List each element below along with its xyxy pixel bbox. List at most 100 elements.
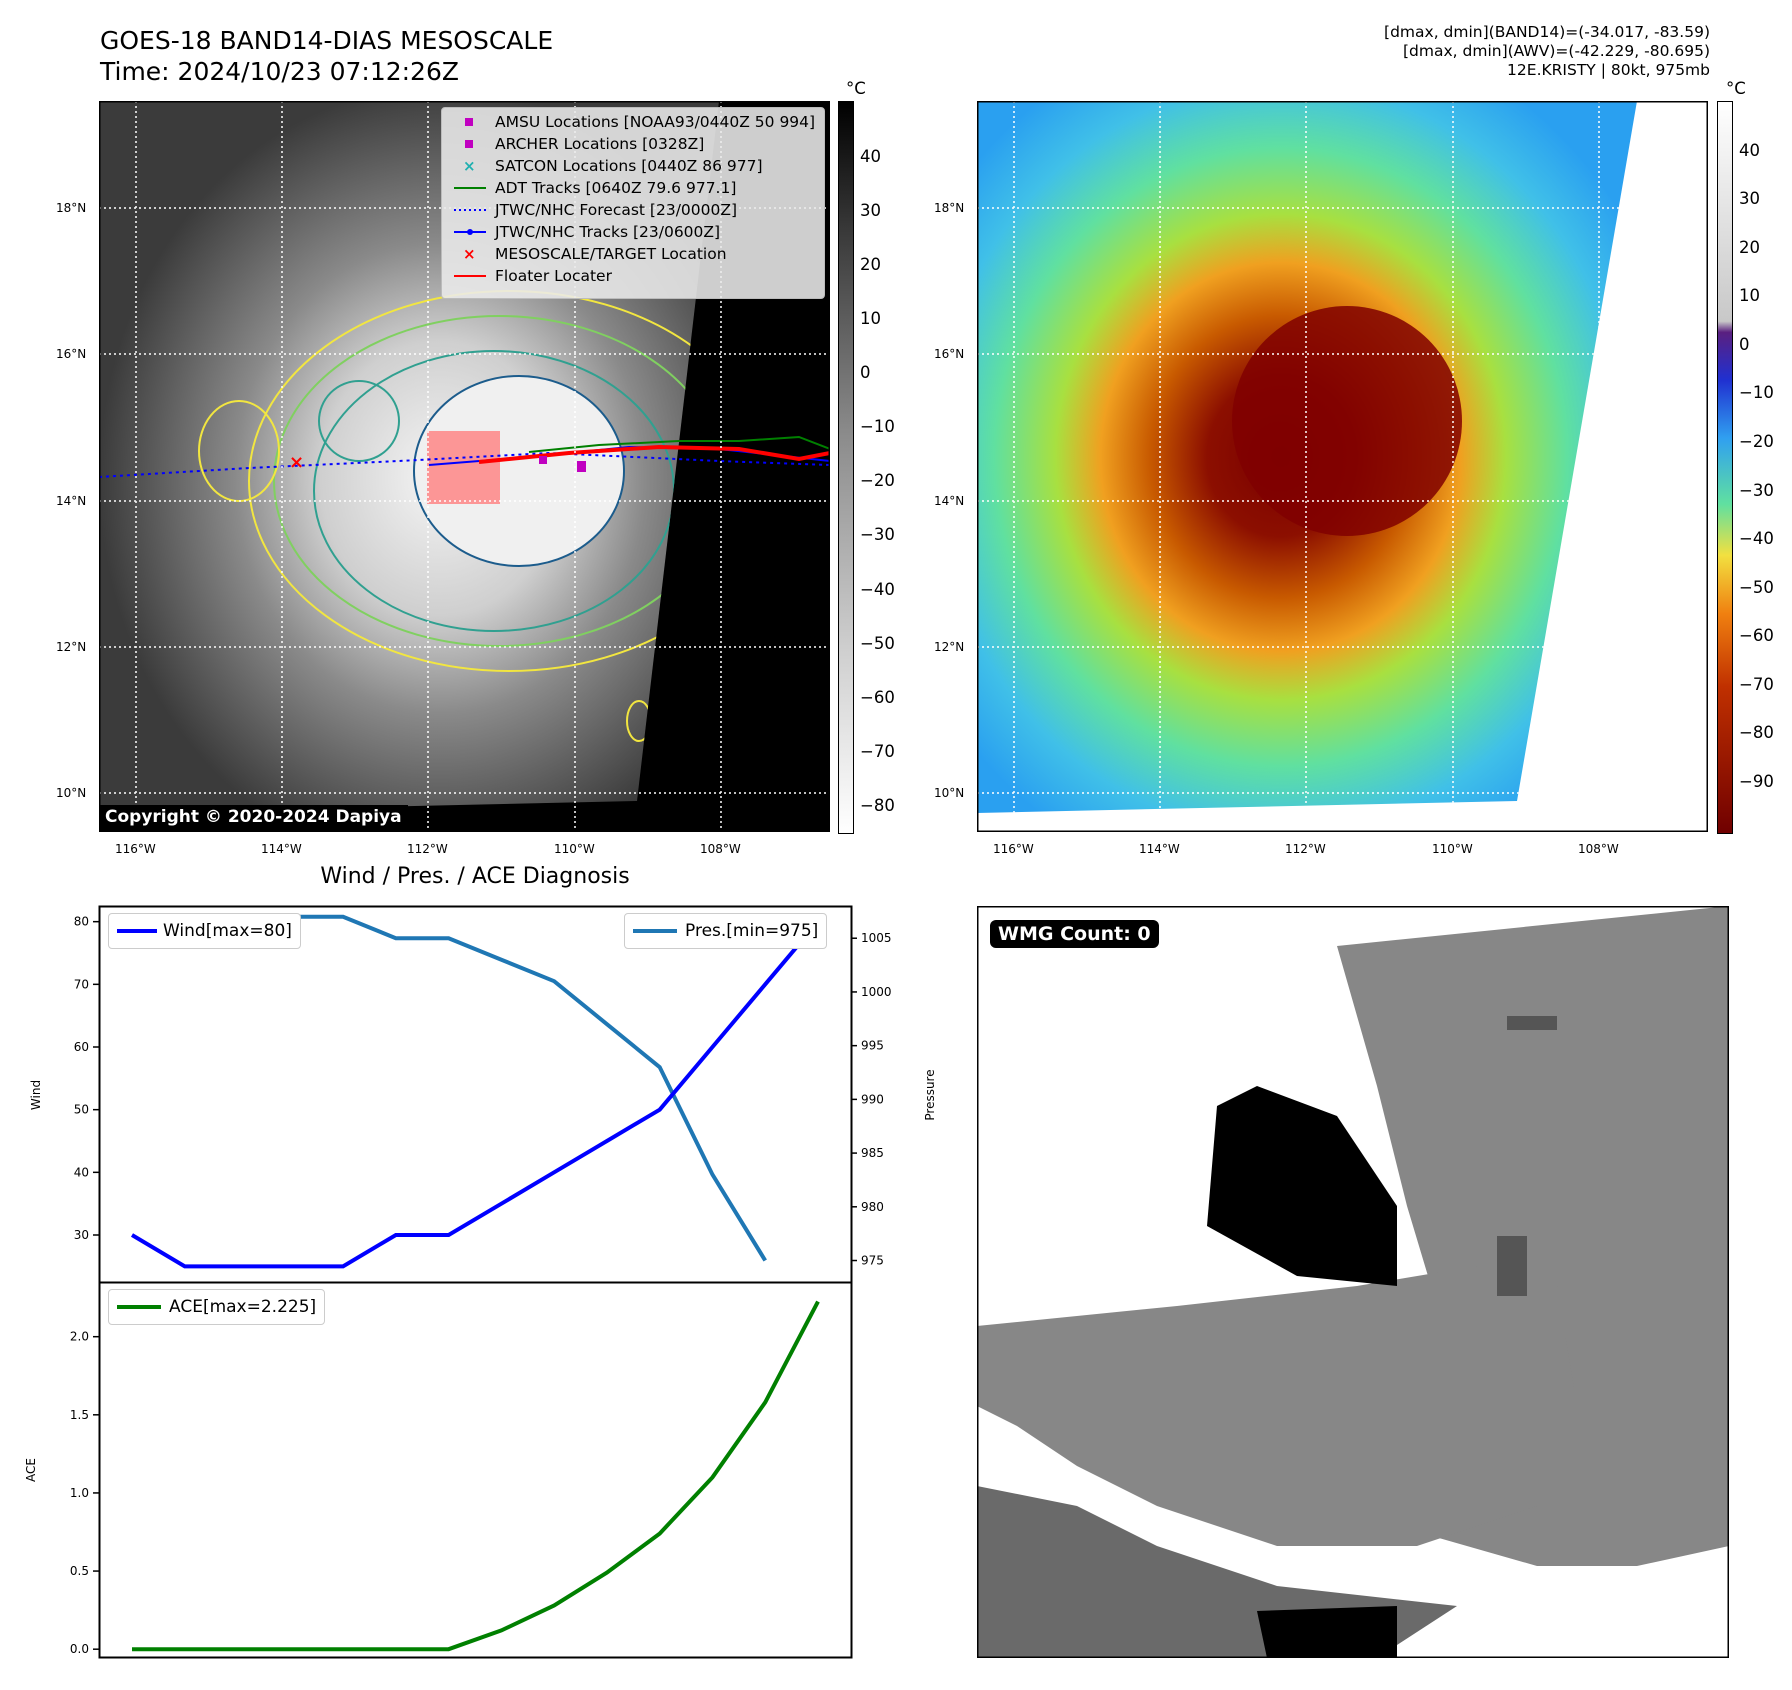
pressure-legend-label: Pres.[min=975] <box>685 921 819 941</box>
right-cb-tick-11: −70 <box>1739 675 1774 694</box>
legend-item-satcon: × SATCON Locations [0440Z 86 977] <box>442 155 822 177</box>
pres-ticks-label-4: 985 <box>861 1146 884 1160</box>
right-cb-tick-3: 10 <box>1739 286 1760 305</box>
right-cb-tick-13: −90 <box>1739 772 1774 791</box>
right-cb-tick-1: 30 <box>1739 189 1760 208</box>
wmg-count-badge: WMG Count: 0 <box>990 920 1159 948</box>
left-cb-tick-0: 40 <box>860 147 881 166</box>
left-cb-tick-2: 20 <box>860 255 881 274</box>
right-cb-tick-9: −50 <box>1739 578 1774 597</box>
right-cb-tick-7: −30 <box>1739 481 1774 500</box>
right-lon-label-114: 114°W <box>1139 842 1180 856</box>
legend-item-forecast: JTWC/NHC Forecast [23/0000Z] <box>442 199 822 221</box>
ace-ticks-label-4: 0.0 <box>70 1642 89 1656</box>
right-cb-tick-4: 0 <box>1739 335 1750 354</box>
left-cb-tick-12: −80 <box>860 796 895 815</box>
figure-title: GOES-18 BAND14-DIAS MESOSCALE Time: 2024… <box>100 25 553 87</box>
wind-series-line <box>130 920 820 1269</box>
wind-ticks-label-1: 70 <box>74 977 89 991</box>
legend-item-target: × MESOSCALE/TARGET Location <box>442 243 822 265</box>
pres-ticks-label-1: 1000 <box>861 985 892 999</box>
legend-label-floater: Floater Locater <box>495 267 612 285</box>
left-cb-tick-6: −20 <box>860 471 895 490</box>
left-map-panel: × AMSU Locations [NOAA93/0440Z 50 994] A… <box>98 100 831 833</box>
pres-ticks-label-5: 980 <box>861 1200 884 1214</box>
pres-ticks-label-0: 1005 <box>861 931 892 945</box>
pres-ticks-label-6: 975 <box>861 1254 884 1268</box>
info-line1: [dmax, dmin](BAND14)=(-34.017, -83.59) <box>1384 23 1710 41</box>
left-cb-tick-4: 0 <box>860 363 871 382</box>
left-colorbar <box>838 101 854 834</box>
right-lat-label-14: 14°N <box>934 494 965 508</box>
title-line2: Time: 2024/10/23 07:12:26Z <box>100 57 459 86</box>
right-cb-tick-12: −80 <box>1739 723 1774 742</box>
right-map-lon-labels: 116°W 114°W 112°W 110°W 108°W <box>977 842 1708 858</box>
legend-label-amsu: AMSU Locations [NOAA93/0440Z 50 994] <box>495 113 816 131</box>
pressure-axis-label: Pressure <box>923 1069 937 1120</box>
floater-track <box>478 444 831 464</box>
legend-label-archer: ARCHER Locations [0328Z] <box>495 135 705 153</box>
lon-label-108: 108°W <box>700 842 741 856</box>
ace-ticks-label-1: 1.5 <box>70 1408 89 1422</box>
left-map-lon-labels: 116°W 114°W 112°W 110°W 108°W <box>99 842 830 858</box>
svg-text:×: × <box>463 158 476 174</box>
right-lat-label-12: 12°N <box>934 640 965 654</box>
svg-text:×: × <box>463 246 476 262</box>
ace-axes <box>98 1281 853 1659</box>
left-colorbar-unit: °C <box>846 79 866 98</box>
lat-label-14: 14°N <box>56 494 87 508</box>
wind-axis-label: Wind <box>29 1080 43 1110</box>
lat-label-10: 10°N <box>56 786 87 800</box>
legend-item-tracks: JTWC/NHC Tracks [23/0600Z] <box>442 221 822 243</box>
wind-axis-ticks: 80 70 60 50 40 30 <box>74 915 99 1242</box>
amsu-marker <box>539 456 547 464</box>
diagnosis-title: Wind / Pres. / ACE Diagnosis <box>320 864 630 889</box>
legend-item-archer: ARCHER Locations [0328Z] <box>442 133 822 155</box>
left-cb-tick-3: 10 <box>860 309 881 328</box>
diagnosis-chart: 80 70 60 50 40 30 1005 1000 995 990 985 980 975 2.0… <box>24 905 937 1659</box>
left-map-lat-labels: 18°N 16°N 14°N 12°N 10°N <box>56 101 96 832</box>
legend-label-tracks: JTWC/NHC Tracks [23/0600Z] <box>495 223 721 241</box>
pres-ticks-label-3: 990 <box>861 1092 884 1106</box>
lon-label-114: 114°W <box>261 842 302 856</box>
ace-axis-label: ACE <box>24 1458 38 1482</box>
right-cb-tick-10: −60 <box>1739 626 1774 645</box>
right-lat-label-10: 10°N <box>934 786 965 800</box>
left-cb-tick-5: −10 <box>860 417 895 436</box>
right-cb-tick-2: 20 <box>1739 238 1760 257</box>
right-lon-label-110: 110°W <box>1432 842 1473 856</box>
right-cb-tick-8: −40 <box>1739 529 1774 548</box>
ace-legend-label: ACE[max=2.225] <box>169 1297 317 1317</box>
right-map-lat-labels: 18°N 16°N 14°N 12°N 10°N <box>934 101 974 832</box>
wmg-panel: WMG Count: 0 <box>976 905 1730 1659</box>
left-colorbar-ticks: 40 30 20 10 0 −10 −20 −30 −40 −50 −60 −7… <box>860 101 920 832</box>
right-lat-label-16: 16°N <box>934 347 965 361</box>
copyright-notice: Copyright © 2020-2024 Dapiya <box>99 805 408 829</box>
wind-ticks-label-5: 30 <box>74 1228 89 1242</box>
lon-label-110: 110°W <box>554 842 595 856</box>
right-cb-tick-5: −10 <box>1739 383 1774 402</box>
left-cb-tick-9: −50 <box>860 634 895 653</box>
right-lon-label-116: 116°W <box>993 842 1034 856</box>
pressure-series-line <box>132 914 767 1262</box>
target-marker: × <box>289 452 304 473</box>
wind-legend: Wind[max=80] <box>108 913 301 949</box>
ace-ticks-label-3: 0.5 <box>70 1564 89 1578</box>
forecast-track <box>98 451 831 478</box>
right-cb-tick-0: 40 <box>1739 141 1760 160</box>
left-cb-tick-7: −30 <box>860 525 895 544</box>
legend-label-target: MESOSCALE/TARGET Location <box>495 245 727 263</box>
left-cb-tick-8: −40 <box>860 580 895 599</box>
right-colorbar <box>1717 101 1733 834</box>
right-map-gridlines <box>977 101 1708 832</box>
lon-label-112: 112°W <box>407 842 448 856</box>
wind-legend-label: Wind[max=80] <box>163 921 292 941</box>
wind-ticks-label-3: 50 <box>74 1103 89 1117</box>
lat-label-16: 16°N <box>56 347 87 361</box>
wmg-image <box>976 905 1730 1659</box>
wind-ticks-label-0: 80 <box>74 915 89 929</box>
right-colorbar-ticks: 40 30 20 10 0 −10 −20 −30 −40 −50 −60 −7… <box>1739 101 1792 832</box>
title-line1: GOES-18 BAND14-DIAS MESOSCALE <box>100 26 554 55</box>
pressure-legend: Pres.[min=975] <box>624 913 828 949</box>
legend-item-floater: Floater Locater <box>442 265 822 287</box>
